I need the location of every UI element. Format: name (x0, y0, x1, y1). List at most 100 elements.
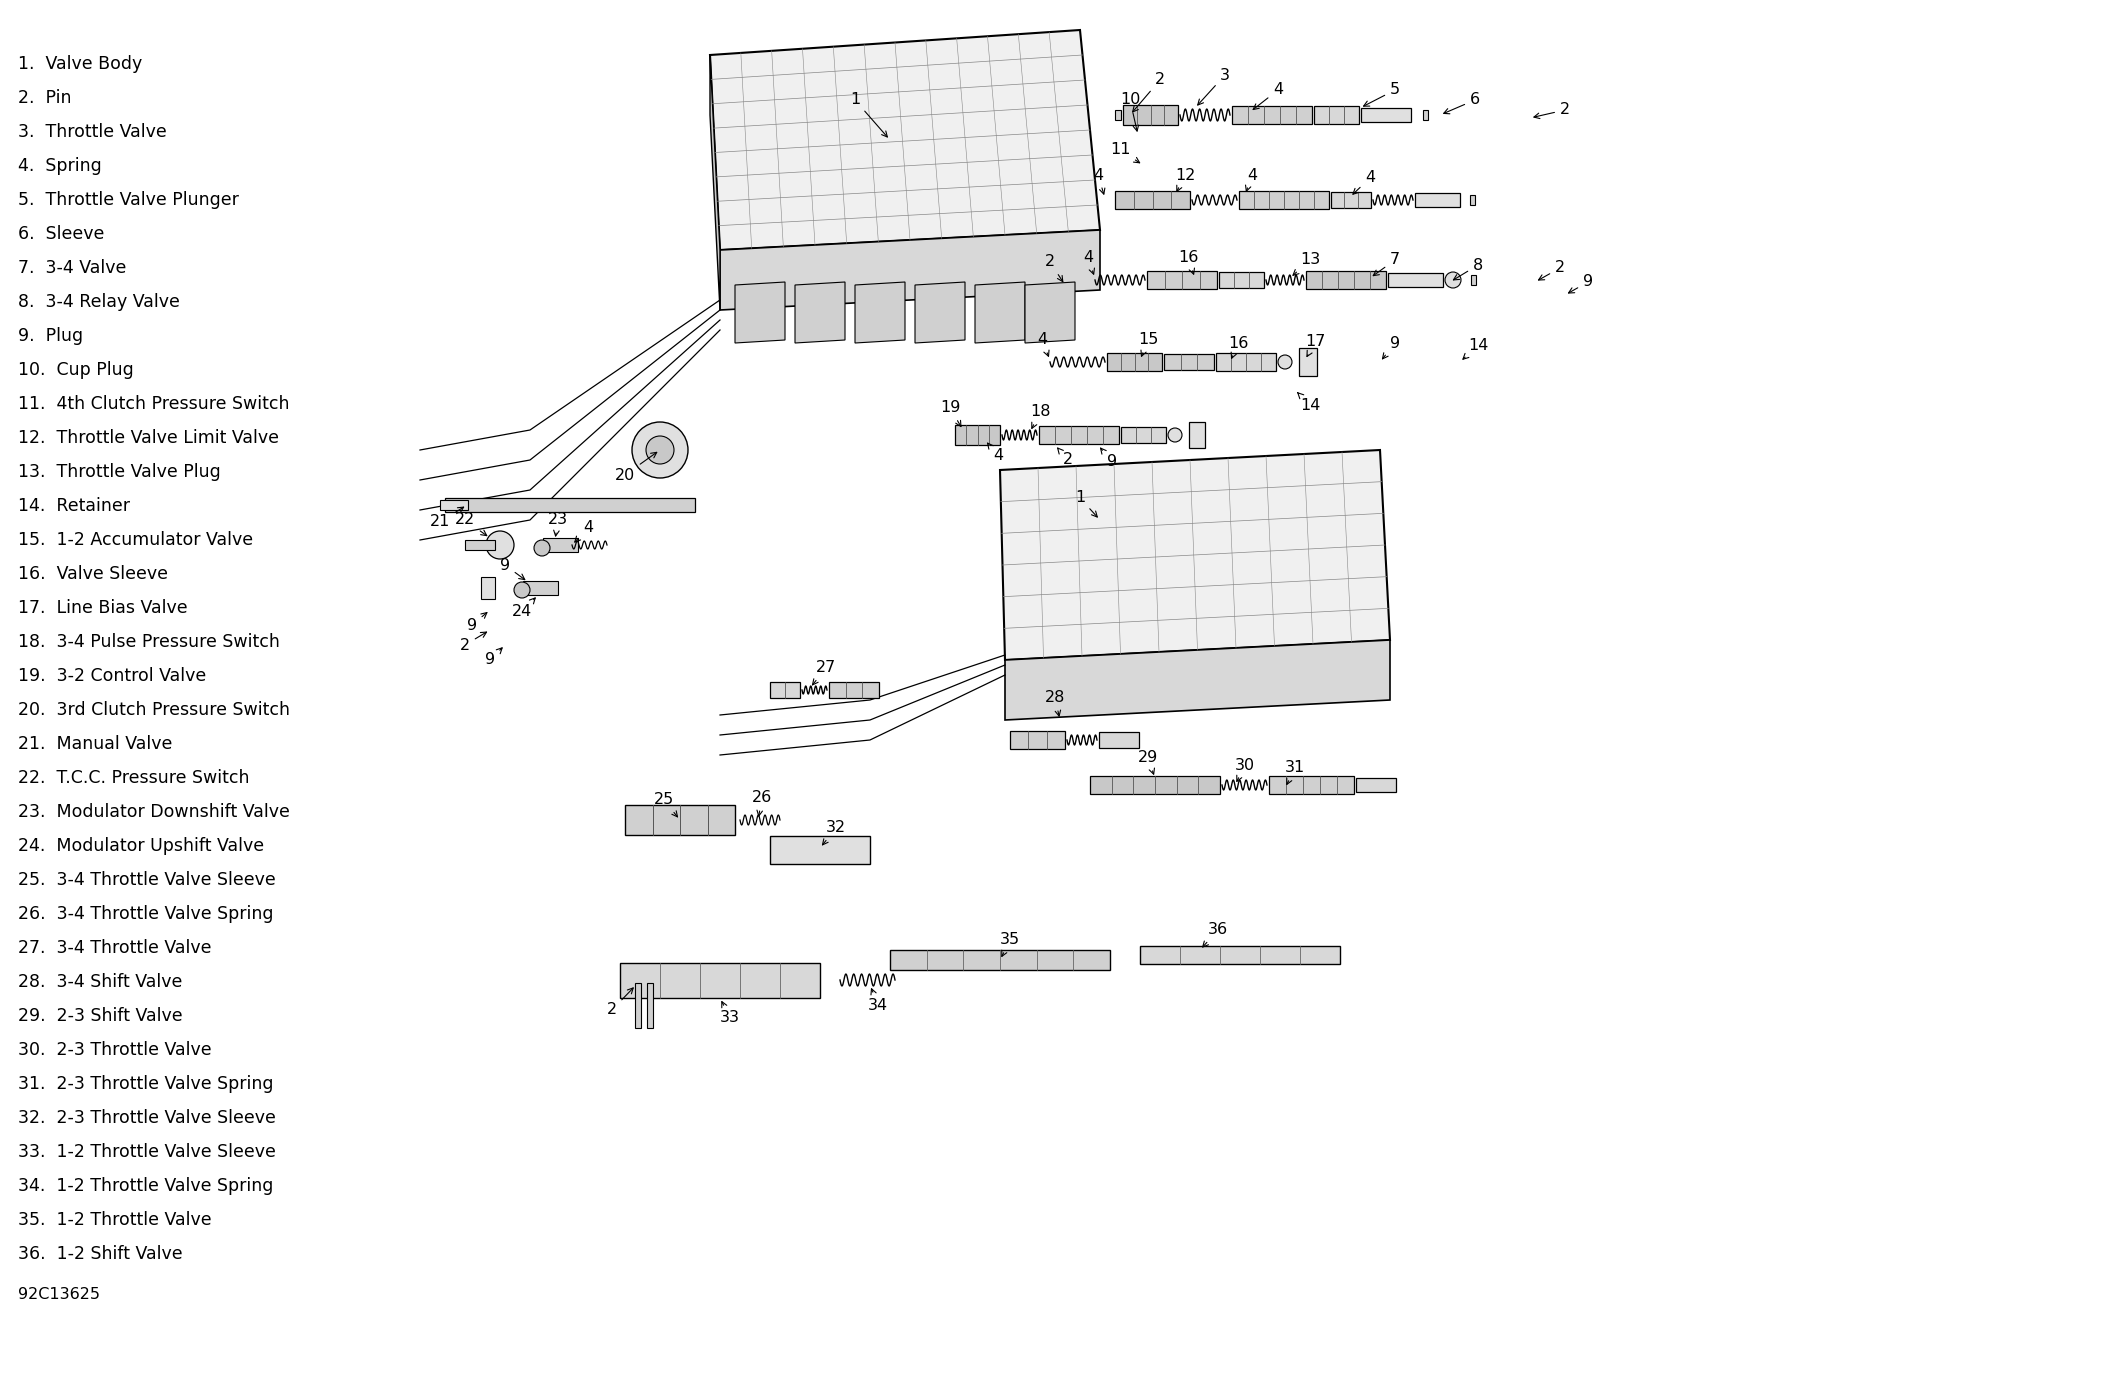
Text: 23: 23 (548, 512, 567, 536)
Polygon shape (709, 54, 720, 310)
Text: 9: 9 (1383, 336, 1400, 359)
Circle shape (533, 540, 550, 557)
Circle shape (646, 437, 673, 465)
Text: 21: 21 (429, 508, 463, 530)
Text: 4: 4 (1037, 332, 1049, 356)
Text: 27.  3-4 Throttle Valve: 27. 3-4 Throttle Valve (17, 939, 212, 957)
Text: 9: 9 (1100, 448, 1117, 470)
Bar (1189, 423, 1204, 448)
Text: 16: 16 (1228, 336, 1249, 359)
Text: 4: 4 (1353, 170, 1374, 194)
Text: 18.  3-4 Pulse Pressure Switch: 18. 3-4 Pulse Pressure Switch (17, 633, 280, 651)
Bar (1217, 353, 1277, 371)
Text: 36.  1-2 Shift Valve: 36. 1-2 Shift Valve (17, 1244, 183, 1262)
Bar (620, 963, 820, 997)
Bar (1470, 195, 1474, 205)
Text: 9: 9 (484, 647, 501, 667)
Text: 12.  Throttle Valve Limit Valve: 12. Throttle Valve Limit Valve (17, 430, 278, 446)
Text: 14: 14 (1298, 392, 1321, 413)
Text: 16.  Valve Sleeve: 16. Valve Sleeve (17, 565, 168, 583)
Bar (828, 682, 879, 698)
Text: 10: 10 (1119, 92, 1141, 131)
Text: 2: 2 (1045, 254, 1062, 282)
Bar (1098, 732, 1138, 748)
Bar (1315, 106, 1359, 124)
Bar (1039, 425, 1119, 444)
Bar (465, 540, 495, 550)
Text: 29: 29 (1138, 751, 1158, 774)
Text: 11.  4th Clutch Pressure Switch: 11. 4th Clutch Pressure Switch (17, 395, 289, 413)
Bar (446, 498, 695, 512)
Text: 28: 28 (1045, 691, 1066, 716)
Text: 27: 27 (813, 660, 837, 685)
Text: 13.  Throttle Valve Plug: 13. Throttle Valve Plug (17, 463, 221, 481)
Bar (1115, 191, 1189, 209)
Polygon shape (720, 230, 1100, 310)
Bar (1423, 110, 1427, 120)
Text: 30: 30 (1234, 757, 1255, 781)
Text: 5.  Throttle Valve Plunger: 5. Throttle Valve Plunger (17, 191, 238, 209)
Text: 18: 18 (1030, 405, 1049, 428)
Text: 1.  Valve Body: 1. Valve Body (17, 54, 142, 73)
Bar (523, 580, 556, 596)
Text: 15.  1-2 Accumulator Valve: 15. 1-2 Accumulator Valve (17, 531, 253, 550)
Text: 1: 1 (850, 92, 888, 137)
Bar (542, 538, 578, 552)
Bar (1300, 347, 1317, 377)
Text: 4: 4 (576, 520, 593, 543)
Text: 30.  2-3 Throttle Valve: 30. 2-3 Throttle Valve (17, 1041, 212, 1059)
Text: 8: 8 (1453, 258, 1483, 280)
Text: 16: 16 (1179, 251, 1198, 275)
Polygon shape (1026, 282, 1075, 343)
Text: 2: 2 (461, 632, 486, 653)
Polygon shape (1000, 451, 1389, 660)
Text: 17: 17 (1304, 335, 1325, 357)
Text: 17.  Line Bias Valve: 17. Line Bias Valve (17, 598, 187, 617)
Text: 25: 25 (654, 792, 678, 817)
Bar (1238, 191, 1330, 209)
Text: 5: 5 (1364, 82, 1400, 106)
Text: 22: 22 (455, 512, 486, 536)
Text: 24.  Modulator Upshift Valve: 24. Modulator Upshift Valve (17, 837, 263, 855)
Bar (440, 499, 467, 511)
Bar (771, 836, 871, 864)
Bar (1355, 778, 1395, 792)
Circle shape (486, 531, 514, 559)
Text: 33.  1-2 Throttle Valve Sleeve: 33. 1-2 Throttle Valve Sleeve (17, 1143, 276, 1161)
Bar (480, 578, 495, 598)
Text: 9: 9 (499, 558, 525, 579)
Text: 26: 26 (752, 791, 773, 816)
Bar (1361, 107, 1410, 121)
Polygon shape (915, 282, 964, 343)
Bar (1124, 105, 1179, 126)
Circle shape (514, 582, 531, 598)
Text: 2: 2 (1058, 448, 1073, 467)
Text: 19: 19 (939, 400, 960, 427)
Text: 25.  3-4 Throttle Valve Sleeve: 25. 3-4 Throttle Valve Sleeve (17, 870, 276, 889)
Text: 3.  Throttle Valve: 3. Throttle Valve (17, 123, 168, 141)
Text: 2: 2 (1538, 261, 1565, 280)
Text: 4.  Spring: 4. Spring (17, 158, 102, 174)
Text: 9: 9 (1568, 275, 1593, 293)
Text: 7.  3-4 Valve: 7. 3-4 Valve (17, 259, 125, 278)
Circle shape (633, 423, 688, 478)
Text: 11: 11 (1109, 142, 1141, 163)
Text: 26.  3-4 Throttle Valve Spring: 26. 3-4 Throttle Valve Spring (17, 905, 274, 923)
Text: 34: 34 (869, 989, 888, 1013)
Text: 4: 4 (1083, 251, 1094, 275)
Circle shape (1279, 354, 1291, 370)
Bar (1306, 271, 1387, 289)
Text: 4: 4 (1253, 82, 1283, 110)
Polygon shape (794, 282, 845, 343)
Bar (1164, 354, 1215, 370)
Polygon shape (709, 31, 1100, 250)
Bar (624, 805, 735, 836)
Bar (1121, 427, 1166, 444)
Bar (1107, 353, 1162, 371)
Text: 15: 15 (1138, 332, 1158, 356)
Text: 33: 33 (720, 1002, 739, 1025)
Text: 3: 3 (1198, 67, 1230, 105)
Text: 35.  1-2 Throttle Valve: 35. 1-2 Throttle Valve (17, 1211, 212, 1229)
Text: 92C13625: 92C13625 (17, 1288, 100, 1302)
Text: 4: 4 (1094, 167, 1104, 194)
